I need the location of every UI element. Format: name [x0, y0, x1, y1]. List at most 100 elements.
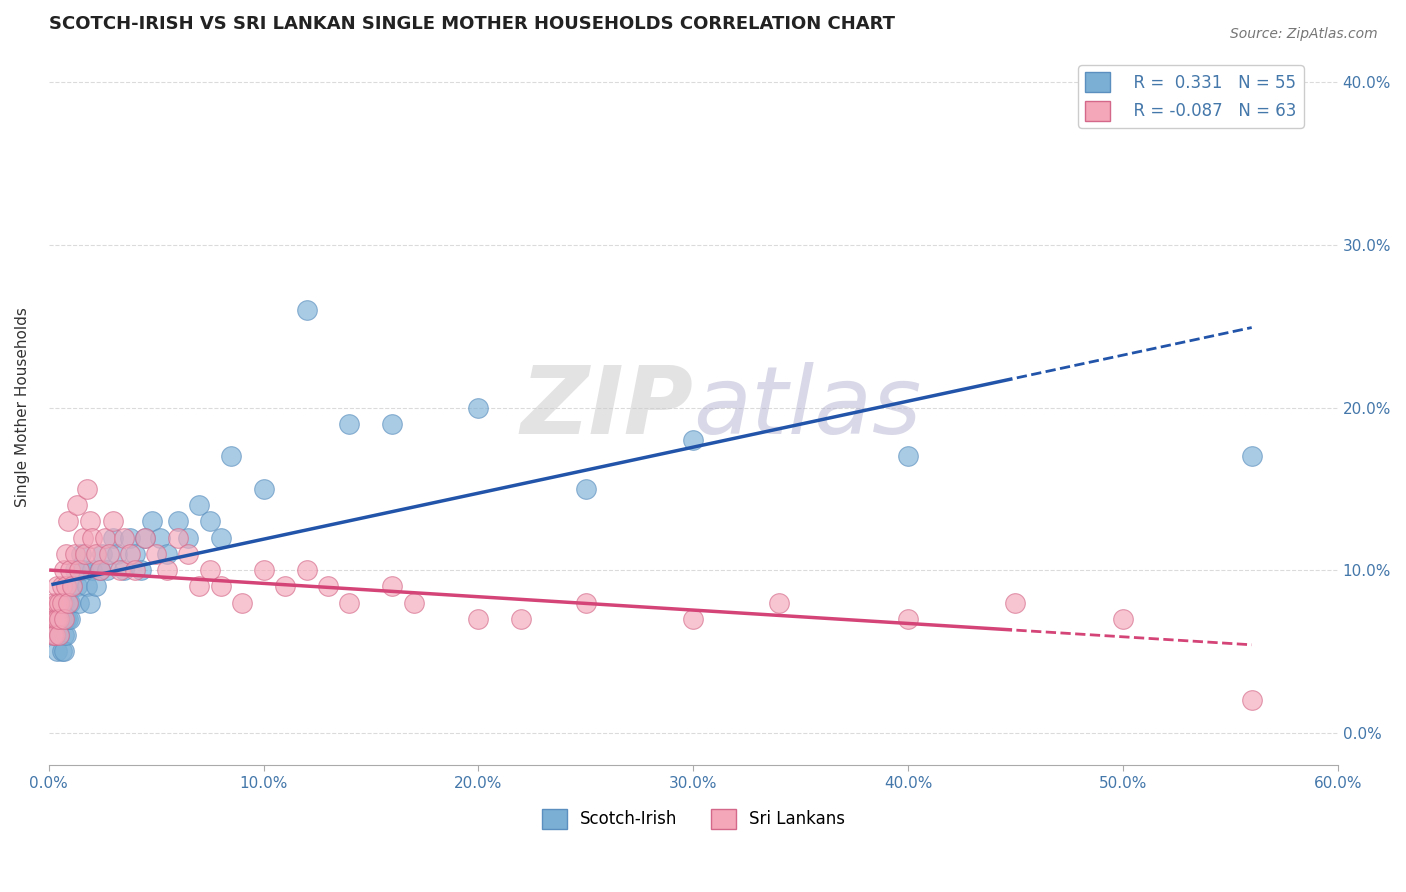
Point: [52, 596, 75, 610]
Point: [221, 450, 243, 464]
Point: [80, 531, 103, 545]
Point: [339, 596, 361, 610]
Point: [177, 547, 200, 561]
Point: [80, 563, 103, 577]
Point: [52, 563, 75, 577]
Point: [381, 417, 404, 431]
Text: SCOTCH-IRISH VS SRI LANKAN SINGLE MOTHER HOUSEHOLDS CORRELATION CHART: SCOTCH-IRISH VS SRI LANKAN SINGLE MOTHER…: [49, 15, 894, 33]
Point: [48, 628, 70, 642]
Point: [103, 514, 125, 528]
Point: [1112, 612, 1135, 626]
Point: [252, 563, 274, 577]
Point: [402, 596, 425, 610]
Point: [76, 482, 98, 496]
Point: [59, 563, 82, 577]
Point: [39, 612, 62, 626]
Point: [72, 531, 94, 545]
Point: [274, 579, 297, 593]
Point: [108, 563, 131, 577]
Point: [56, 596, 79, 610]
Point: [84, 547, 107, 561]
Point: [51, 596, 73, 610]
Point: [897, 450, 920, 464]
Point: [120, 531, 142, 545]
Point: [42, 628, 65, 642]
Point: [52, 628, 75, 642]
Point: [209, 531, 232, 545]
Point: [79, 596, 101, 610]
Point: [231, 596, 253, 610]
Point: [51, 644, 73, 658]
Point: [52, 644, 75, 658]
Point: [60, 579, 83, 593]
Point: [52, 612, 75, 626]
Point: [46, 644, 69, 658]
Point: [166, 531, 188, 545]
Point: [177, 531, 200, 545]
Point: [252, 482, 274, 496]
Point: [56, 612, 79, 626]
Point: [67, 563, 90, 577]
Point: [63, 563, 86, 577]
Point: [67, 596, 90, 610]
Point: [129, 563, 152, 577]
Point: [295, 302, 318, 317]
Legend: Scotch-Irish, Sri Lankans: Scotch-Irish, Sri Lankans: [534, 802, 852, 836]
Point: [51, 612, 73, 626]
Point: [63, 547, 86, 561]
Point: [42, 628, 65, 642]
Point: [149, 531, 172, 545]
Point: [46, 596, 69, 610]
Point: [107, 547, 129, 561]
Point: [97, 547, 120, 561]
Point: [84, 579, 107, 593]
Point: [66, 579, 89, 593]
Text: atlas: atlas: [693, 362, 921, 453]
Point: [467, 401, 489, 415]
Point: [56, 514, 79, 528]
Point: [44, 612, 66, 626]
Point: [91, 547, 114, 561]
Point: [134, 531, 156, 545]
Point: [1240, 450, 1263, 464]
Point: [70, 547, 93, 561]
Point: [145, 547, 167, 561]
Point: [46, 579, 69, 593]
Point: [55, 612, 77, 626]
Point: [93, 531, 115, 545]
Point: [89, 563, 111, 577]
Point: [575, 596, 598, 610]
Point: [682, 433, 704, 447]
Point: [60, 579, 83, 593]
Point: [48, 628, 70, 642]
Point: [59, 612, 82, 626]
Point: [66, 498, 89, 512]
Point: [44, 612, 66, 626]
Point: [575, 482, 598, 496]
Point: [295, 563, 318, 577]
Point: [768, 596, 790, 610]
Point: [112, 531, 135, 545]
Point: [46, 628, 69, 642]
Point: [75, 547, 97, 561]
Text: ZIP: ZIP: [520, 361, 693, 453]
Point: [55, 628, 77, 642]
Y-axis label: Single Mother Households: Single Mother Households: [15, 308, 30, 508]
Point: [156, 563, 179, 577]
Point: [682, 612, 704, 626]
Point: [124, 547, 146, 561]
Point: [1004, 596, 1026, 610]
Point: [198, 563, 221, 577]
Point: [96, 563, 118, 577]
Point: [1240, 693, 1263, 707]
Point: [48, 612, 70, 626]
Point: [79, 514, 101, 528]
Point: [59, 596, 82, 610]
Point: [467, 612, 489, 626]
Point: [42, 596, 65, 610]
Point: [55, 547, 77, 561]
Point: [134, 531, 156, 545]
Point: [198, 514, 221, 528]
Point: [188, 498, 211, 512]
Point: [72, 563, 94, 577]
